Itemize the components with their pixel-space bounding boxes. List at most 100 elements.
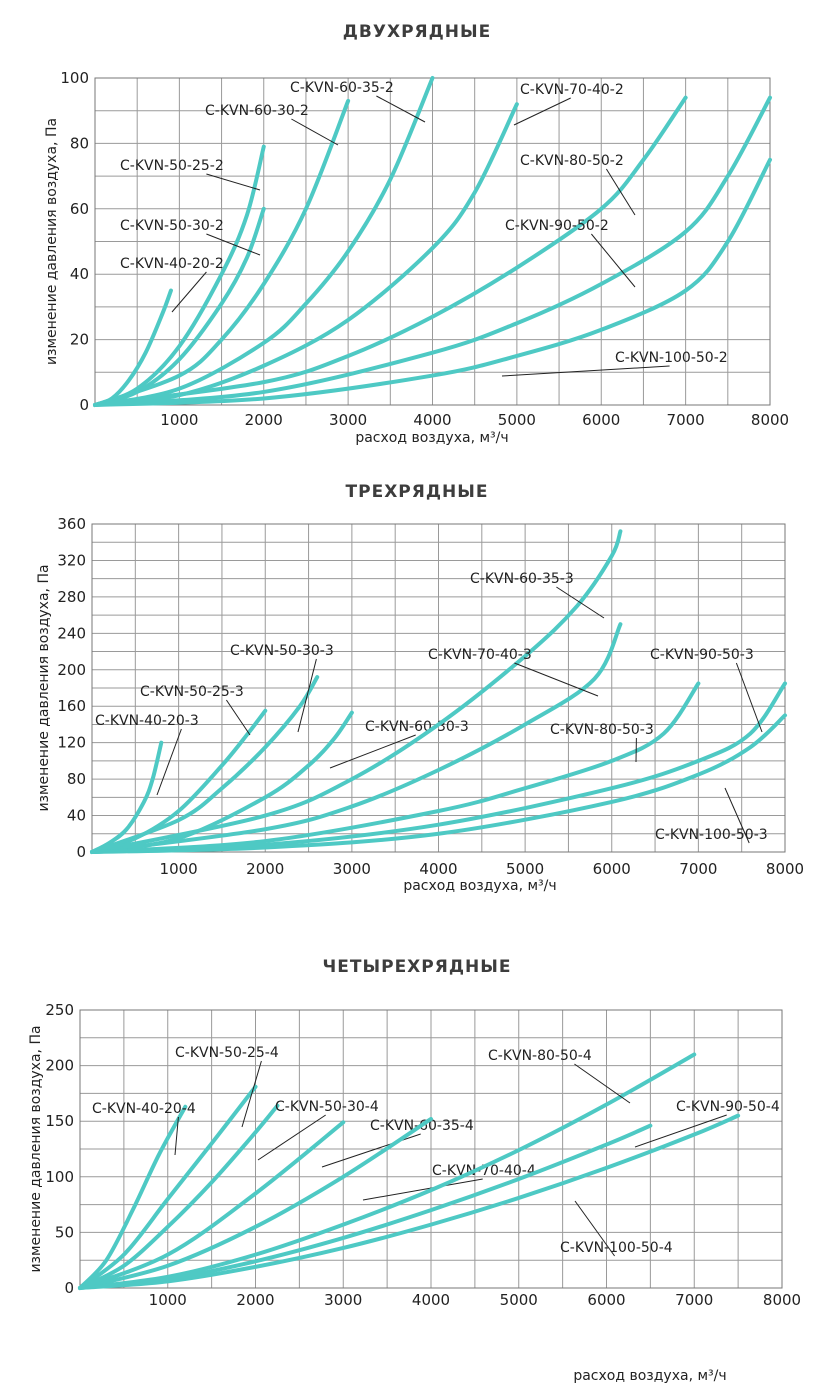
- two-row-series-label: C-KVN-100-50-2: [615, 350, 728, 366]
- four-row-curve-c-kvn-90-50-4: [78, 1123, 653, 1290]
- two-row-ytick-label: 80: [70, 134, 89, 152]
- four-row-ytick-label: 50: [55, 1223, 74, 1241]
- four-row-series-label: C-KVN-50-25-4: [175, 1045, 279, 1061]
- four-row-curve-c-kvn-80-50-4: [78, 1052, 697, 1290]
- three-row-ytick-label: 80: [67, 770, 86, 788]
- two-row-series-label: C-KVN-90-50-2: [505, 218, 609, 234]
- four-row-y-axis-title: изменение давления воздуха, Па: [28, 1025, 44, 1272]
- three-row-curve-c-kvn-80-50-3: [90, 681, 701, 854]
- two-row-curve-c-kvn-60-35-2: [93, 76, 435, 407]
- two-row-curve-c-kvn-100-50-2: [93, 157, 772, 407]
- two-row-ytick-label: 100: [60, 69, 89, 87]
- three-row-xtick-label: 1000: [160, 860, 198, 878]
- four-row-ytick-label: 150: [45, 1112, 74, 1130]
- four-row-x-axis-title: расход воздуха, м³/ч: [573, 1368, 726, 1384]
- four-row-series-label: C-KVN-80-50-4: [488, 1048, 592, 1064]
- three-row-xtick-label: 7000: [679, 860, 717, 878]
- four-row-leader-line: [362, 1178, 483, 1201]
- four-row-series-label: C-KVN-40-20-4: [92, 1101, 196, 1117]
- two-row-series-label: C-KVN-50-25-2: [120, 158, 224, 174]
- three-row-series-label: C-KVN-100-50-3: [655, 827, 768, 843]
- four-row-curve-c-kvn-40-20-4: [78, 1104, 188, 1290]
- four-row-xtick-label: 1000: [149, 1291, 187, 1309]
- four-row-curve-c-kvn-50-25-4: [78, 1084, 258, 1290]
- three-row-ytick-label: 120: [57, 734, 86, 752]
- two-row-xtick-label: 7000: [667, 411, 705, 429]
- three-row-ytick-label: 280: [57, 588, 86, 606]
- three-row-x-axis-title: расход воздуха, м³/ч: [403, 878, 556, 894]
- three-row-curve-c-kvn-40-20-3: [90, 740, 164, 854]
- four-row-leader-line: [574, 1063, 631, 1104]
- three-row-leader-line: [297, 658, 317, 733]
- three-row-ytick-label: 160: [57, 697, 86, 715]
- three-row-leader-line: [556, 586, 605, 619]
- two-row-xtick-label: 8000: [751, 411, 789, 429]
- three-row-xtick-label: 6000: [593, 860, 631, 878]
- three-row-xtick-label: 8000: [766, 860, 804, 878]
- three-row-series-label: C-KVN-60-35-3: [470, 571, 574, 587]
- four-row-series-label: C-KVN-50-30-4: [275, 1099, 379, 1115]
- four-row-leader-line: [634, 1114, 727, 1148]
- three-row-curve-c-kvn-60-35-3: [90, 529, 623, 854]
- four-row-ytick-label: 250: [45, 1001, 74, 1019]
- four-row-xtick-label: 2000: [236, 1291, 274, 1309]
- two-row-leader-line: [501, 365, 670, 377]
- three-row-series-label: C-KVN-90-50-3: [650, 647, 754, 663]
- three-row-ytick-label: 240: [57, 624, 86, 642]
- four-row-leader-line: [241, 1060, 262, 1128]
- two-row-curve-c-kvn-40-20-2: [93, 288, 173, 407]
- four-row-xtick-label: 7000: [675, 1291, 713, 1309]
- two-row-xtick-label: 3000: [329, 411, 367, 429]
- four-row-xtick-label: 6000: [587, 1291, 625, 1309]
- three-row-xtick-label: 4000: [419, 860, 457, 878]
- two-row-series-label: C-KVN-80-50-2: [520, 153, 624, 169]
- four-row-plot-frame: [79, 1009, 783, 1289]
- four-row-curve-c-kvn-50-30-4: [78, 1103, 280, 1290]
- three-row-series-label: C-KVN-70-40-3: [428, 647, 532, 663]
- three-row-leader-line: [329, 734, 416, 769]
- three-row-ytick-label: 360: [57, 515, 86, 533]
- three-row-plot-frame: [91, 523, 786, 853]
- two-row-leader-line: [605, 168, 636, 216]
- two-row-xtick-label: 2000: [245, 411, 283, 429]
- three-row-curve-c-kvn-50-30-3: [90, 675, 320, 854]
- three-row-series-label: C-KVN-80-50-3: [550, 722, 654, 738]
- two-row-leader-line: [513, 97, 571, 126]
- four-row-xtick-label: 3000: [324, 1291, 362, 1309]
- three-row-series-label: C-KVN-50-30-3: [230, 643, 334, 659]
- four-row-curve-c-kvn-100-50-4: [78, 1113, 741, 1290]
- two-row-leader-line: [376, 95, 426, 123]
- four-row-leader-line: [174, 1116, 179, 1156]
- four-row-series-label: C-KVN-70-40-4: [432, 1163, 536, 1179]
- four-row-leader-line: [257, 1114, 326, 1161]
- chart-title-four-row: ЧЕТЫРЕХРЯДНЫЕ: [322, 957, 512, 977]
- two-row-series-label: C-KVN-60-35-2: [290, 80, 394, 96]
- two-row-x-axis-title: расход воздуха, м³/ч: [355, 430, 508, 446]
- three-row-curve-c-kvn-100-50-3: [90, 713, 787, 854]
- four-row-ytick-label: 100: [45, 1168, 74, 1186]
- three-row-leader-line: [514, 662, 599, 697]
- three-row-series-label: C-KVN-50-25-3: [140, 684, 244, 700]
- two-row-leader-line: [591, 233, 636, 288]
- three-row-xtick-label: 2000: [246, 860, 284, 878]
- two-row-curve-c-kvn-90-50-2: [93, 95, 772, 407]
- three-row-leader-line: [724, 787, 750, 844]
- three-row-series-label: C-KVN-60-30-3: [365, 719, 469, 735]
- two-row-xtick-label: 4000: [413, 411, 451, 429]
- two-row-ytick-label: 40: [70, 265, 89, 283]
- two-row-xtick-label: 5000: [498, 411, 536, 429]
- two-row-curve-c-kvn-80-50-2: [93, 95, 688, 407]
- two-row-series-label: C-KVN-60-30-2: [205, 103, 309, 119]
- two-row-xtick-label: 1000: [160, 411, 198, 429]
- four-row-xtick-label: 8000: [763, 1291, 801, 1309]
- two-row-curve-c-kvn-60-30-2: [93, 98, 351, 407]
- four-row-xtick-label: 5000: [500, 1291, 538, 1309]
- three-row-leader-line: [156, 728, 182, 796]
- three-row-y-axis-title: изменение давления воздуха, Па: [36, 564, 52, 811]
- three-row-ytick-label: 0: [76, 843, 86, 861]
- chart-title-two-row: ДВУХРЯДНЫЕ: [342, 22, 492, 42]
- two-row-series-label: C-KVN-70-40-2: [520, 82, 624, 98]
- two-row-y-axis-title: изменение давления воздуха, Па: [44, 118, 60, 365]
